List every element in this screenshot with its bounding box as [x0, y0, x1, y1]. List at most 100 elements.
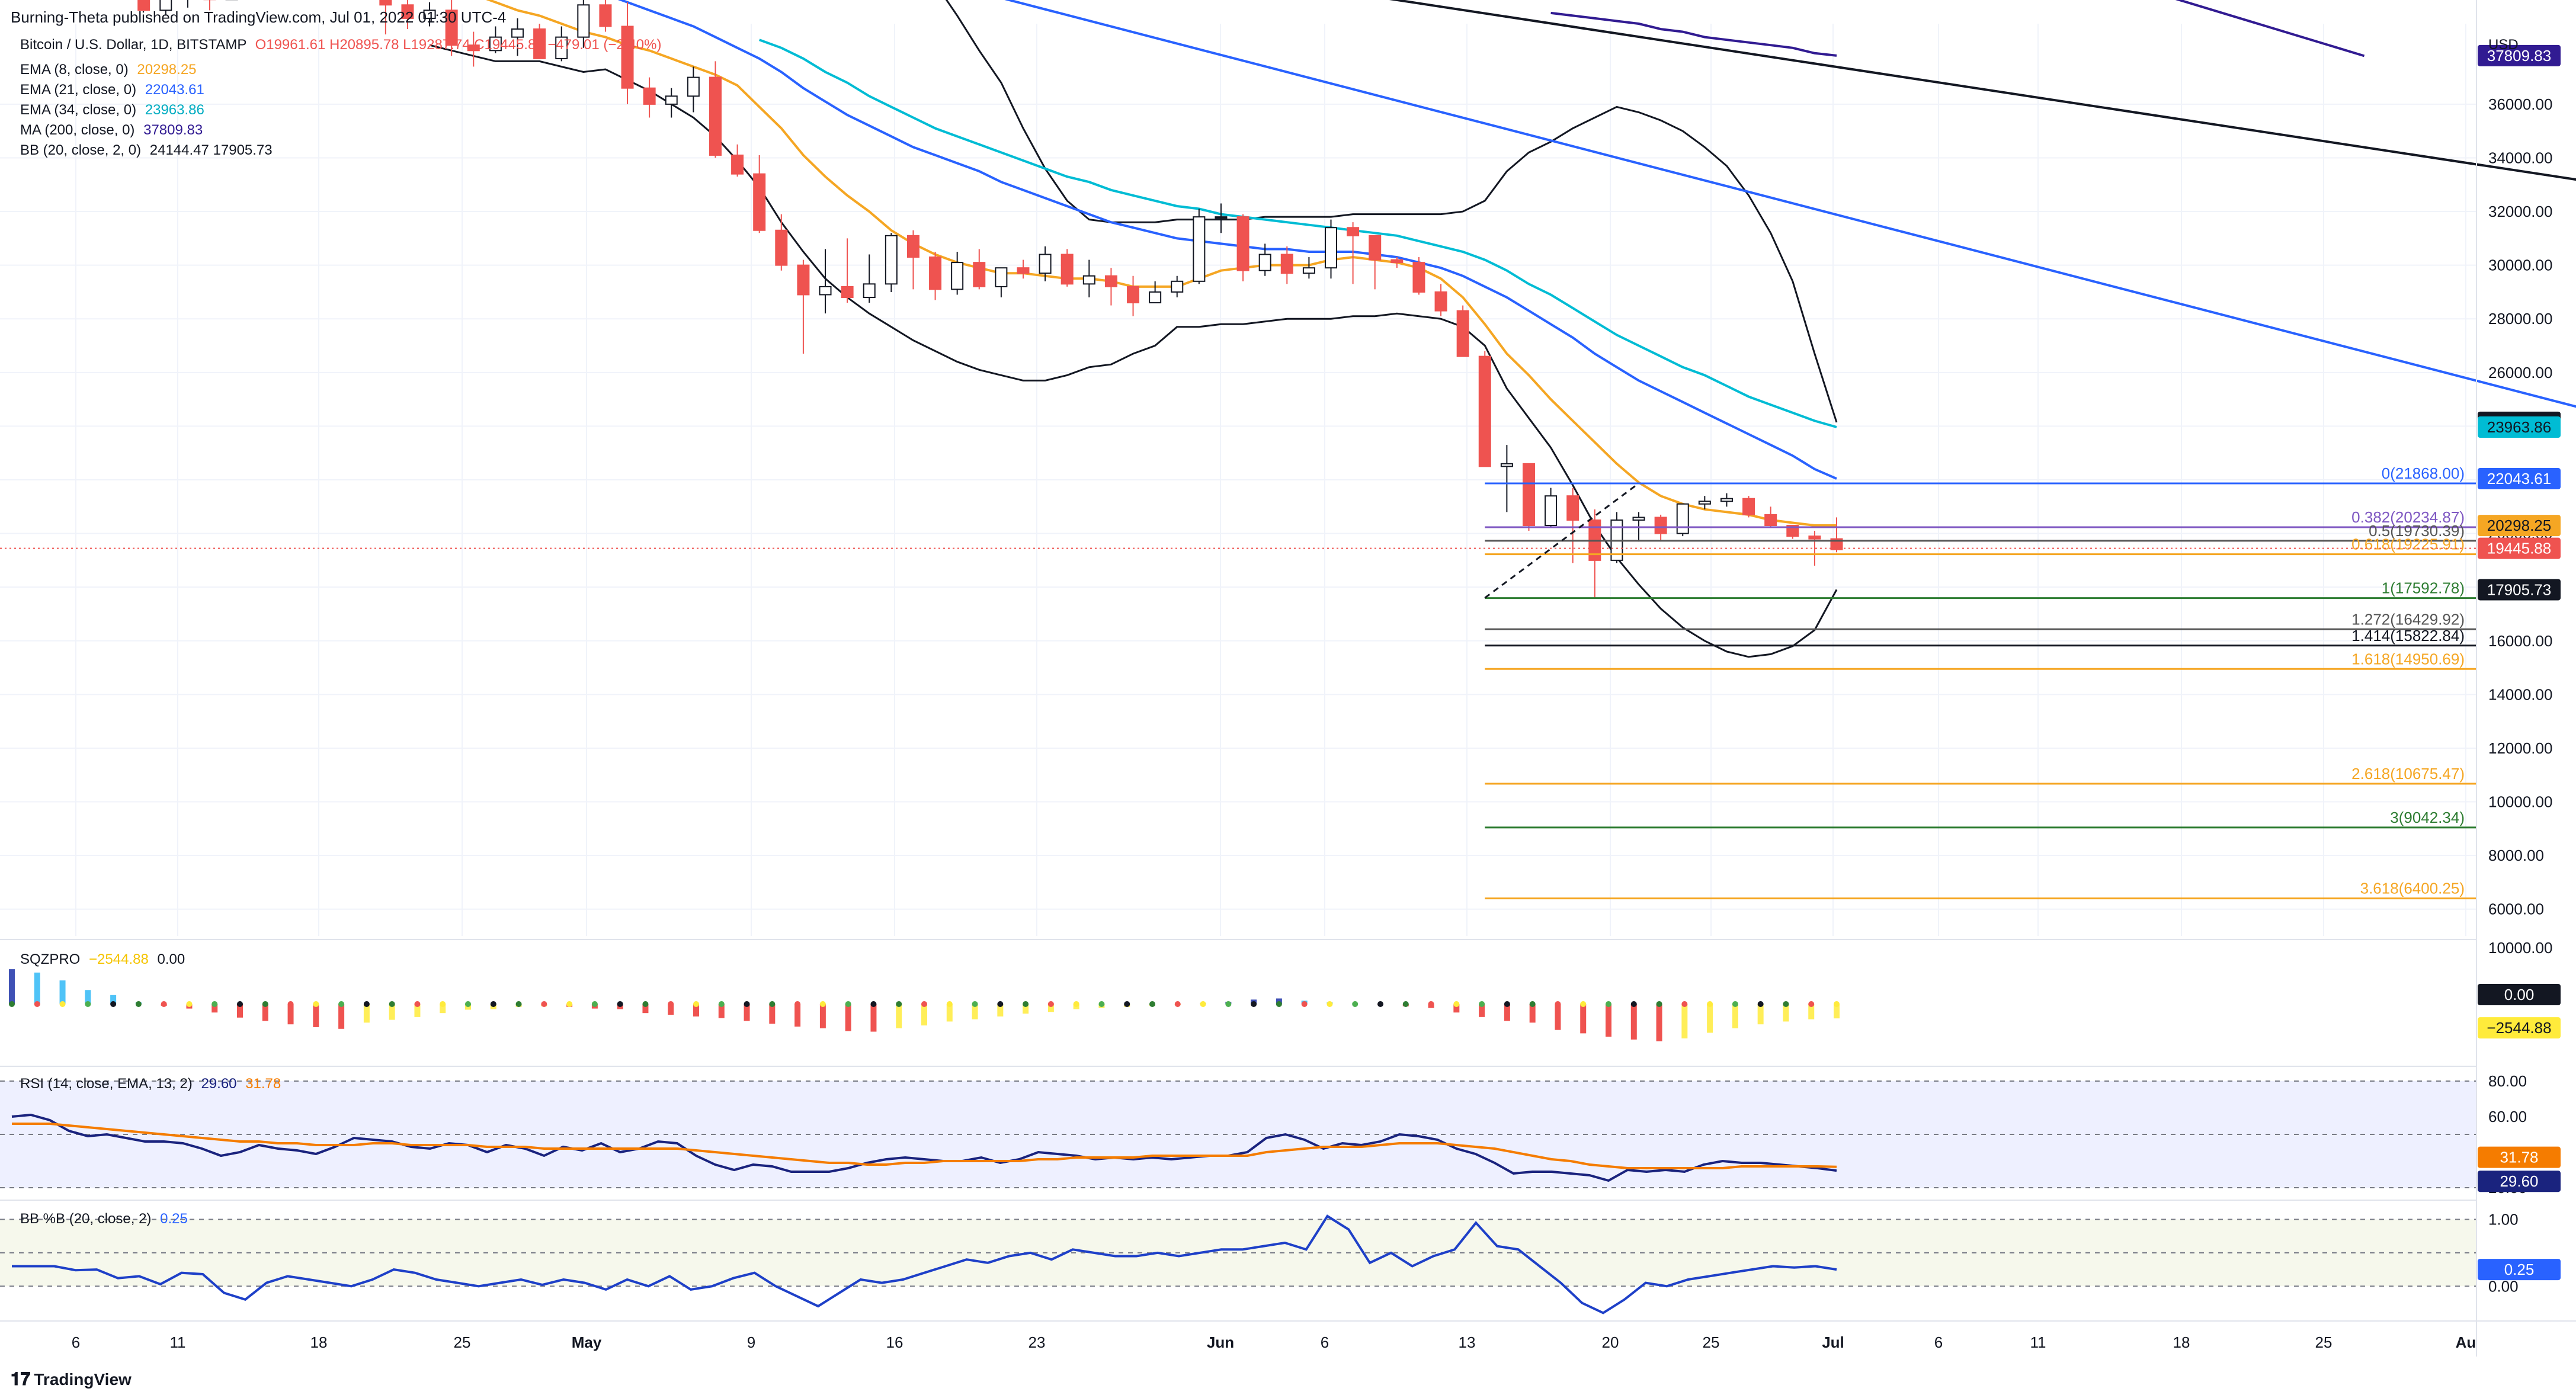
- legend-symbol-name: Bitcoin / U.S. Dollar, 1D, BITSTAMP: [20, 37, 246, 53]
- price-tag: 37809.83: [2478, 44, 2561, 66]
- legend-ema34[interactable]: EMA (34, close, 0) 23963.86: [20, 102, 204, 118]
- squeeze-dot: [1225, 1001, 1232, 1007]
- x-tick-label: Jul: [1822, 1333, 1844, 1351]
- squeeze-bar: [1529, 1004, 1536, 1023]
- squeeze-dot: [1834, 1001, 1840, 1007]
- squeeze-bar: [972, 1004, 978, 1019]
- squeeze-pane[interactable]: 10000.00 0.00 −2544.88: [9, 939, 2561, 1041]
- squeeze-dot: [541, 1001, 547, 1007]
- squeeze-bar: [1757, 1004, 1764, 1025]
- squeeze-bar: [642, 1004, 649, 1014]
- y-tick-label: 1.00: [2488, 1211, 2519, 1229]
- legend-rsi[interactable]: RSI (14, close, EMA, 13, 2) 29.60 31.78: [20, 1076, 281, 1092]
- squeeze-dot: [1098, 1001, 1105, 1007]
- legend-sqz-label: SQZPRO: [20, 951, 81, 967]
- squeeze-dot: [1301, 1001, 1308, 1007]
- bb-percent-b-pane[interactable]: 1.000.000.25: [0, 1211, 2561, 1314]
- price-tag-bg: [2478, 1259, 2561, 1281]
- squeeze-dot: [363, 1001, 370, 1007]
- squeeze-dot: [414, 1001, 421, 1007]
- legend-ma200-value: 37809.83: [143, 122, 203, 138]
- squeeze-bar: [896, 1004, 902, 1028]
- price-tag-bg: [2478, 1017, 2561, 1039]
- ma200-line: [1550, 11, 1837, 57]
- legend-sqz[interactable]: SQZPRO −2544.88 0.00: [20, 951, 185, 968]
- candle-body: [1149, 291, 1162, 304]
- squeeze-dot: [1352, 1001, 1359, 1007]
- candle-body: [1017, 267, 1030, 274]
- x-tick-label: 25: [454, 1333, 471, 1351]
- squeeze-dot: [186, 1001, 193, 1007]
- tradingview-logo-icon: 𝟏𝟕: [11, 1370, 31, 1389]
- squeeze-dot: [693, 1001, 699, 1007]
- squeeze-dot: [237, 1001, 243, 1007]
- squeeze-dot: [9, 1001, 15, 1007]
- candle-body: [1258, 254, 1271, 271]
- tradingview-brand[interactable]: 𝟏𝟕 TradingView: [11, 1370, 132, 1390]
- squeeze-dot: [1580, 1001, 1587, 1007]
- squeeze-bar: [313, 1004, 319, 1027]
- squeeze-dot: [1276, 1001, 1282, 1007]
- candle-body: [995, 267, 1008, 287]
- price-tag-label: 0.25: [2504, 1261, 2535, 1278]
- trendline-ma-purple: [2175, 0, 2365, 57]
- x-tick-label: May: [572, 1333, 602, 1351]
- candle-body: [1236, 216, 1249, 271]
- candle-body: [753, 173, 766, 231]
- ema34-line: [759, 39, 1837, 428]
- squeeze-dot: [1377, 1001, 1383, 1007]
- squeeze-dot: [1504, 1001, 1510, 1007]
- legend-ma200[interactable]: MA (200, close, 0) 37809.83: [20, 122, 203, 139]
- squeeze-bar: [921, 1004, 927, 1026]
- squeeze-bar: [414, 1004, 421, 1017]
- fib-level-label: 0.382(20234.87): [2351, 508, 2465, 526]
- squeeze-dot: [1656, 1001, 1662, 1007]
- legend-ma200-label: MA (200, close, 0): [20, 122, 135, 138]
- rsi-line: [11, 1113, 1837, 1182]
- x-tick-label: 18: [310, 1333, 328, 1351]
- legend-bb[interactable]: BB (20, close, 2, 0) 24144.47 17905.73: [20, 142, 273, 159]
- candle-body: [1764, 514, 1777, 526]
- legend-ema8[interactable]: EMA (8, close, 0) 20298.25: [20, 62, 197, 78]
- ema8-line: [486, 0, 1837, 527]
- bb-upper-line: [945, 0, 1838, 423]
- y-tick-label: 80.00: [2488, 1072, 2527, 1090]
- price-tag-bg: [2478, 416, 2561, 438]
- y-tick-label: 34000.00: [2488, 149, 2552, 166]
- price-tag-bg: [2478, 579, 2561, 601]
- squeeze-dot: [896, 1001, 902, 1007]
- candle-body: [687, 76, 700, 97]
- squeeze-bar: [718, 1004, 725, 1018]
- squeeze-bar: [212, 1004, 218, 1013]
- squeeze-dot: [389, 1001, 395, 1007]
- squeeze-dot: [870, 1001, 877, 1007]
- squeeze-dot: [997, 1001, 1004, 1007]
- candle-body: [1302, 267, 1315, 274]
- squeeze-dot: [338, 1001, 345, 1007]
- price-pane[interactable]: 6000.00 8000.00 10000.00 12000.00 14000.00 16…: [0, 0, 2576, 1351]
- candle-body: [511, 28, 524, 38]
- squeeze-bar: [1580, 1004, 1587, 1034]
- trendline-blue: [1004, 0, 2576, 408]
- x-tick-label: 25: [1703, 1333, 1720, 1351]
- x-tick-label: Jun: [1207, 1333, 1234, 1351]
- squeeze-bar: [440, 1004, 446, 1014]
- squeeze-dot: [1251, 1001, 1257, 1007]
- legend-ema34-value: 23963.86: [145, 102, 204, 118]
- legend-bbp[interactable]: BB %B (20, close, 2) 0.25: [20, 1211, 188, 1227]
- legend-ema21[interactable]: EMA (21, close, 0) 22043.61: [20, 82, 204, 98]
- x-tick-label: 11: [2030, 1333, 2046, 1351]
- candle-body: [1060, 254, 1074, 285]
- squeeze-dot: [617, 1001, 623, 1007]
- squeeze-bar: [997, 1004, 1004, 1017]
- price-tag-bg: [2478, 1171, 2561, 1192]
- candle-body: [885, 235, 898, 285]
- price-tag-label: 19445.88: [2487, 540, 2551, 557]
- price-tag-label: 20298.25: [2487, 517, 2551, 534]
- y-tick-label: 26000.00: [2488, 364, 2552, 381]
- squeeze-dot: [490, 1001, 496, 1007]
- legend-symbol[interactable]: Bitcoin / U.S. Dollar, 1D, BITSTAMP O199…: [20, 37, 661, 53]
- x-tick-label: 20: [1602, 1333, 1619, 1351]
